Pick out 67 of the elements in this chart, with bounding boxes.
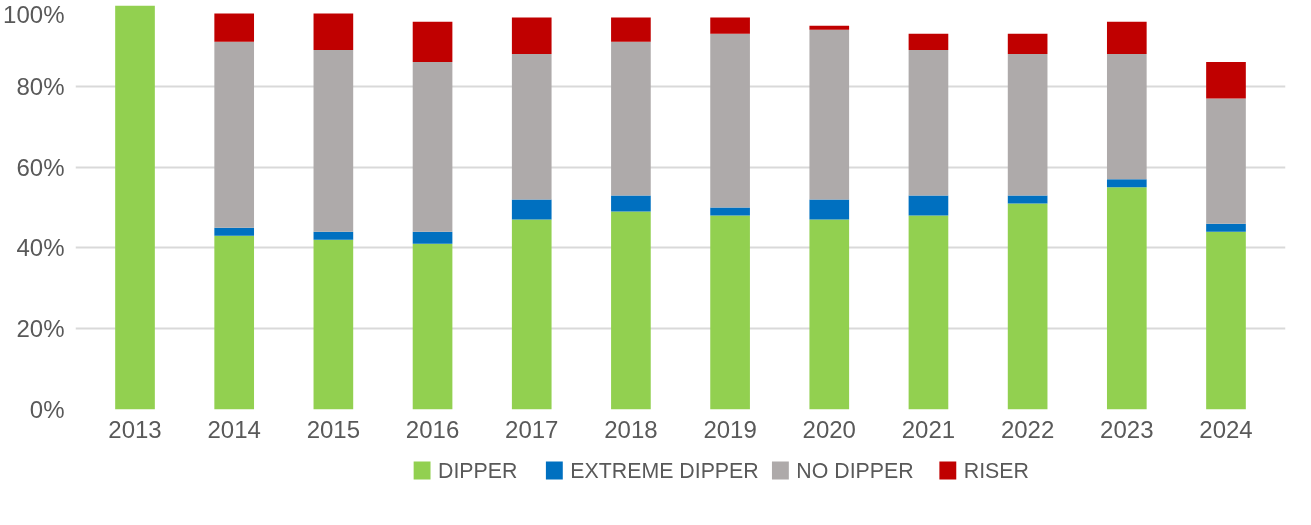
y-tick-label: 0% (29, 396, 65, 423)
bar (214, 235, 255, 410)
bar (1206, 231, 1246, 410)
bar (1106, 21, 1147, 54)
bar (809, 25, 850, 30)
bar (710, 17, 750, 34)
legend-label: NO DIPPER (796, 458, 914, 483)
x-tick-label: 2015 (306, 415, 361, 443)
x-tick-label: 2017 (505, 415, 559, 443)
bar (710, 207, 750, 216)
bar (1106, 179, 1147, 188)
bar (611, 195, 651, 212)
bar (1007, 203, 1048, 410)
y-tick-label: 60% (16, 153, 65, 181)
bar (511, 219, 552, 410)
bar (511, 199, 552, 220)
bar (1206, 98, 1246, 224)
bar (1007, 195, 1048, 204)
legend-label: EXTREME DIPPER (570, 458, 759, 483)
y-tick-label: 40% (16, 234, 65, 262)
x-tick-label: 2022 (1000, 415, 1055, 443)
bar (908, 195, 949, 216)
bar (710, 33, 750, 208)
bar (214, 41, 255, 228)
bar (611, 41, 651, 196)
bar (611, 17, 651, 42)
bar (412, 243, 453, 410)
bar (412, 231, 453, 244)
bar (1007, 33, 1048, 54)
bar (214, 227, 255, 236)
x-tick-label: 2014 (207, 415, 261, 443)
bar (214, 13, 255, 42)
bar (313, 49, 354, 232)
bar (1007, 53, 1048, 196)
bar (313, 239, 354, 410)
bar (809, 29, 850, 200)
bar (710, 215, 750, 410)
bar (511, 53, 552, 200)
x-tick-label: 2018 (604, 415, 658, 443)
x-tick-label: 2021 (901, 415, 956, 443)
y-tick-label: 80% (16, 72, 65, 100)
bar (313, 13, 354, 50)
bar (115, 5, 155, 410)
bar (809, 199, 850, 220)
x-tick-label: 2024 (1199, 415, 1253, 443)
x-tick-label: 2019 (703, 415, 757, 443)
bar (1106, 53, 1147, 180)
bar (1206, 62, 1246, 99)
x-tick-label: 2020 (802, 415, 856, 443)
bar (908, 49, 949, 196)
bar (511, 17, 552, 54)
x-tick-label: 2013 (108, 415, 162, 443)
legend-label: DIPPER (438, 458, 518, 483)
x-tick-label: 2023 (1100, 415, 1154, 443)
bar (908, 33, 949, 50)
y-tick-label: 20% (16, 315, 65, 343)
bar (412, 21, 453, 63)
bar (1206, 223, 1246, 232)
x-tick-label: 2016 (405, 415, 460, 443)
bar (611, 211, 651, 410)
bar (412, 62, 453, 232)
bar (809, 219, 850, 410)
legend-label: RISER (963, 458, 1029, 483)
bar (908, 215, 949, 410)
bar (313, 231, 354, 240)
bar (1106, 187, 1147, 410)
y-tick-label: 100% (3, 0, 65, 28)
